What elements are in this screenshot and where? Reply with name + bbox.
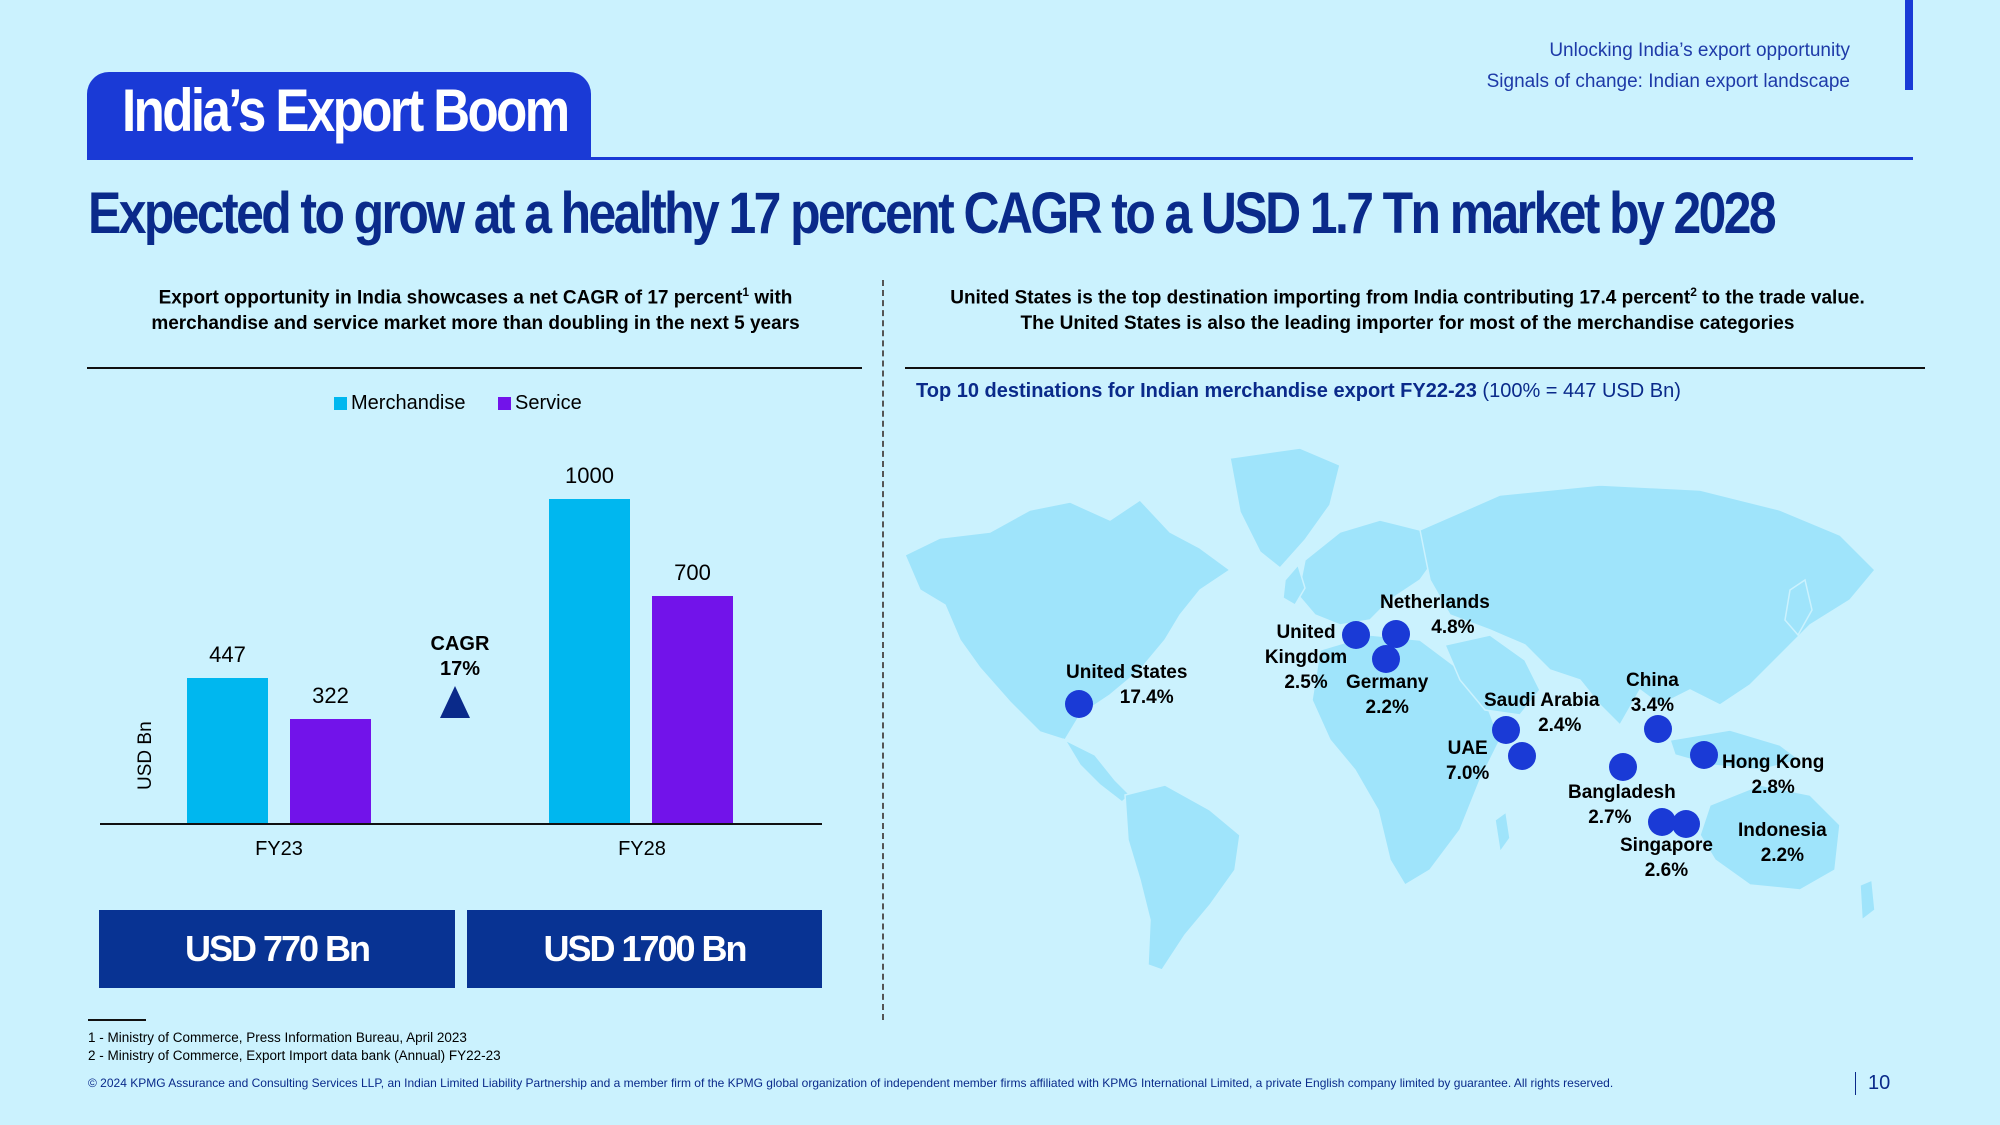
left-rule (87, 367, 862, 369)
label-uae: UAE 7.0% (1446, 738, 1490, 784)
world-map (904, 447, 1877, 971)
south-america-shape (1124, 784, 1241, 971)
label-saudi-arabia: Saudi Arabia 2.4% (1484, 690, 1600, 736)
x-tick-fy28: FY28 (618, 838, 666, 860)
dot-singapore (1648, 808, 1676, 836)
header-accent-bar (1905, 0, 1913, 90)
dot-indonesia (1672, 810, 1700, 838)
footnote-rule (88, 1019, 146, 1021)
dot-saudi-arabia (1492, 716, 1520, 744)
left-subhead: Export opportunity in India showcases a … (151, 285, 800, 335)
madagascar-shape (1494, 810, 1511, 854)
x-tick-fy23: FY23 (255, 838, 303, 860)
new-zealand-shape (1859, 878, 1876, 922)
label-netherlands: Netherlands 4.8% (1380, 592, 1490, 638)
total-fy23: USD 770 Bn (99, 910, 455, 988)
dot-hong-kong (1690, 741, 1718, 769)
europe-shape (1297, 519, 1441, 626)
dot-bangladesh (1609, 753, 1637, 781)
label-hong-kong: Hong Kong 2.8% (1722, 752, 1825, 798)
dot-netherlands (1382, 620, 1410, 648)
label-singapore: Singapore 2.6% (1620, 835, 1713, 881)
dot-germany (1372, 645, 1400, 673)
uk-shape (1282, 563, 1306, 607)
data-label-merchandise-fy23: 447 (209, 642, 246, 668)
right-subhead: United States is the top destination imp… (950, 285, 1865, 335)
africa-shape (1311, 634, 1501, 887)
copyright: © 2024 KPMG Assurance and Consulting Ser… (88, 1076, 1614, 1090)
right-rule (905, 367, 1925, 369)
label-united-states: United States 17.4% (1066, 662, 1188, 708)
asia-shape (1419, 484, 1877, 727)
footnote-1: 1 - Ministry of Commerce, Press Informat… (88, 1030, 467, 1045)
title-divider (87, 157, 1913, 160)
legend-merchandise: Merchandise (334, 392, 466, 415)
legend-swatch-merchandise (334, 397, 347, 411)
legend-service: Service (498, 392, 582, 415)
legend-swatch-service (498, 397, 511, 411)
data-label-service-fy28: 700 (674, 560, 711, 586)
label-germany: Germany 2.2% (1346, 672, 1429, 718)
x-axis-line (100, 823, 822, 825)
header-line-2: Signals of change: Indian export landsca… (1486, 71, 1850, 92)
cagr-label: CAGR (430, 633, 490, 655)
label-china: China 3.4% (1626, 670, 1679, 716)
central-america-shape (1063, 738, 1132, 803)
label-united-kingdom: United Kingdom 2.5% (1264, 622, 1348, 693)
dot-united-kingdom (1342, 621, 1370, 649)
header-line-1: Unlocking India’s export opportunity (1549, 40, 1850, 61)
japan-shape (1784, 578, 1813, 637)
section-divider (882, 280, 884, 1020)
cagr-up-arrow-icon (440, 686, 470, 718)
bar-service-fy28 (652, 596, 733, 823)
middle-east-shape (1443, 634, 1541, 716)
map-title: Top 10 destinations for Indian merchandi… (916, 380, 1681, 402)
cagr-annotation: CAGR 17% (420, 632, 500, 682)
dot-united-states (1065, 690, 1093, 718)
footnote-2: 2 - Ministry of Commerce, Export Import … (88, 1048, 501, 1063)
title-tab (87, 72, 591, 158)
page-title: India’s Export Boom (122, 77, 570, 144)
total-fy28: USD 1700 Bn (467, 910, 822, 988)
dot-uae (1508, 742, 1536, 770)
dot-china (1644, 715, 1672, 743)
cagr-value: 17% (439, 658, 481, 680)
data-label-merchandise-fy28: 1000 (565, 463, 614, 488)
data-label-service-fy23: 322 (312, 682, 349, 708)
y-axis-label: USD Bn (135, 721, 156, 790)
bar-merchandise-fy28 (549, 499, 630, 823)
label-bangladesh: Bangladesh 2.7% (1568, 782, 1676, 828)
australia-shape (1699, 784, 1841, 891)
north-america-shape (904, 499, 1232, 741)
headline: Expected to grow at a healthy 17 percent… (88, 181, 1777, 246)
bar-service-fy23 (290, 718, 371, 823)
page-number: 10 (1855, 1072, 1890, 1095)
label-indonesia: Indonesia 2.2% (1738, 820, 1827, 866)
bar-merchandise-fy23 (187, 678, 268, 823)
greenland-shape (1229, 447, 1341, 570)
